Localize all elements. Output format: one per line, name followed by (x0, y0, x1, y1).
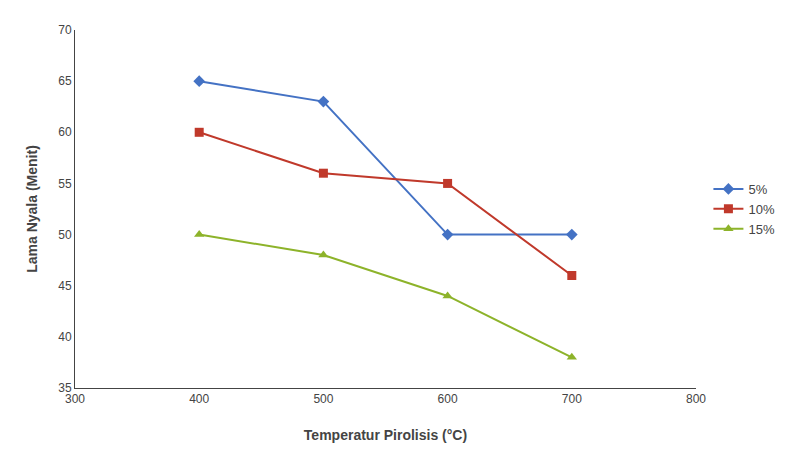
svg-text:Lama Nyala (Menit): Lama Nyala (Menit) (24, 145, 40, 273)
svg-text:400: 400 (189, 392, 209, 406)
svg-text:60: 60 (58, 125, 72, 139)
svg-text:10%: 10% (748, 202, 774, 217)
svg-text:800: 800 (686, 392, 706, 406)
svg-text:700: 700 (562, 392, 582, 406)
svg-text:50: 50 (58, 228, 72, 242)
svg-text:35: 35 (58, 381, 72, 395)
svg-text:55: 55 (58, 177, 72, 191)
svg-text:45: 45 (58, 279, 72, 293)
svg-text:5%: 5% (748, 182, 767, 197)
svg-text:500: 500 (313, 392, 333, 406)
svg-text:Temperatur Pirolisis (°C): Temperatur Pirolisis (°C) (304, 427, 467, 443)
svg-text:40: 40 (58, 330, 72, 344)
svg-text:15%: 15% (748, 222, 774, 237)
svg-text:600: 600 (438, 392, 458, 406)
svg-text:65: 65 (58, 74, 72, 88)
svg-text:70: 70 (58, 23, 72, 37)
svg-text:300: 300 (65, 392, 85, 406)
